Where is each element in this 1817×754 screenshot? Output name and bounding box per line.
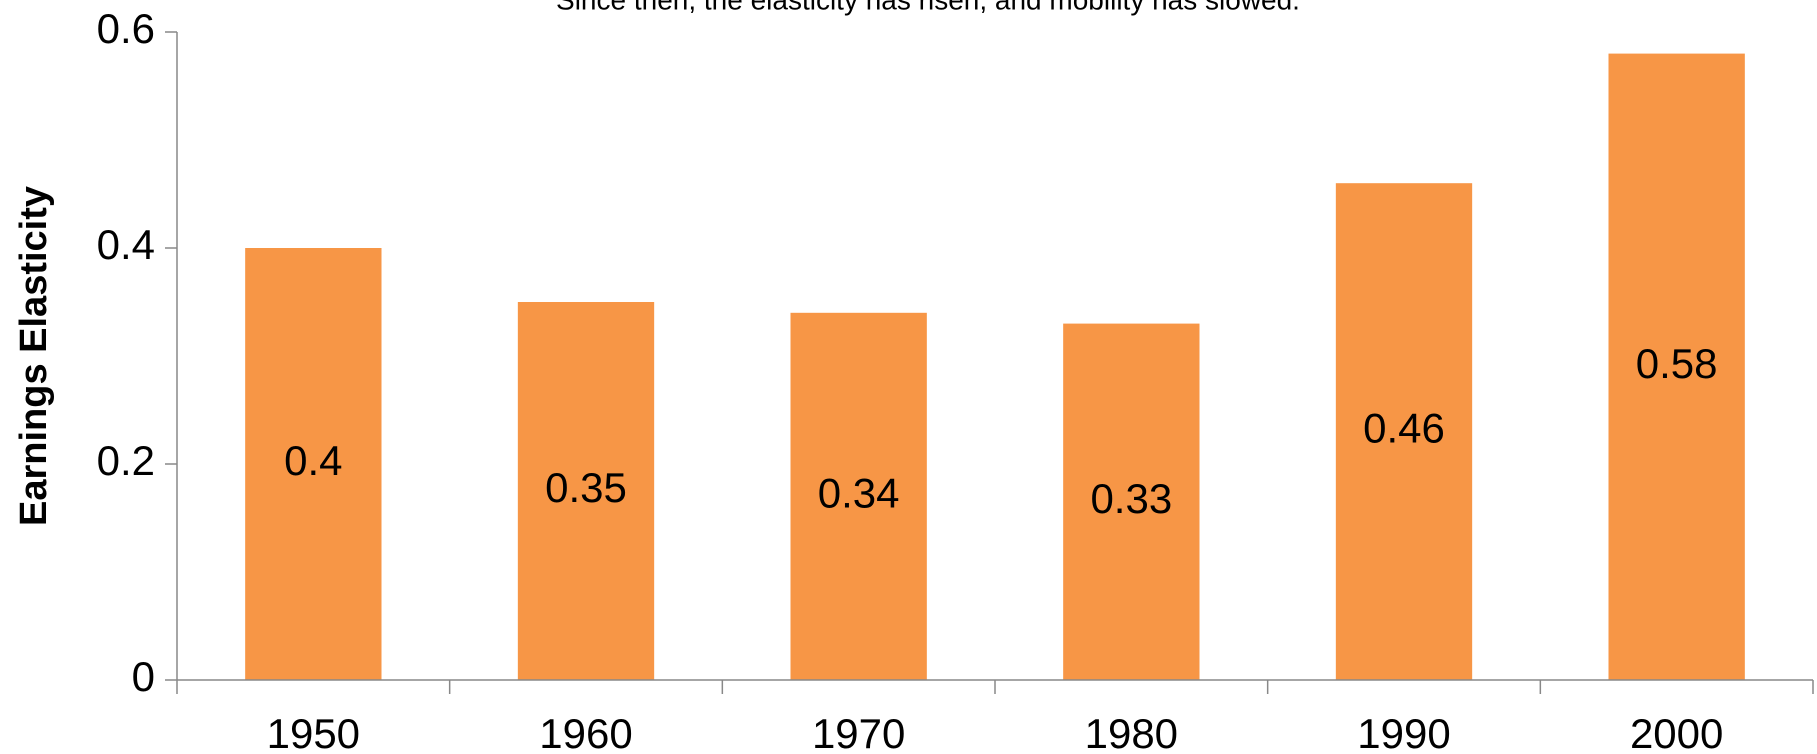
data-label: 0.34: [818, 469, 900, 516]
bar: [1608, 53, 1745, 681]
bar: [790, 312, 927, 680]
x-tick-label: 1990: [1357, 710, 1450, 754]
y-tick-label: 0.2: [97, 437, 155, 484]
x-tick-label: 1950: [267, 710, 360, 754]
x-tick-label: 1980: [1085, 710, 1178, 754]
x-tick-label: 1960: [539, 710, 632, 754]
bar: [245, 248, 382, 680]
x-tick-label: 1970: [812, 710, 905, 754]
data-label: 0.33: [1090, 475, 1172, 522]
y-tick-label: 0: [132, 653, 155, 700]
data-label: 0.4: [284, 437, 342, 484]
y-axis-title: Earnings Elasticity: [13, 186, 55, 526]
data-label: 0.46: [1363, 405, 1445, 452]
y-tick-label: 0.6: [97, 5, 155, 52]
data-label: 0.35: [545, 464, 627, 511]
bar: [517, 302, 655, 680]
bar: [1335, 183, 1473, 680]
chart-subtitle: Since then, the elasticity has risen, an…: [556, 0, 1300, 15]
x-tick-label: 2000: [1630, 710, 1723, 754]
y-tick-label: 0.4: [97, 221, 155, 268]
data-label: 0.58: [1636, 340, 1718, 387]
bar: [1063, 323, 1200, 680]
